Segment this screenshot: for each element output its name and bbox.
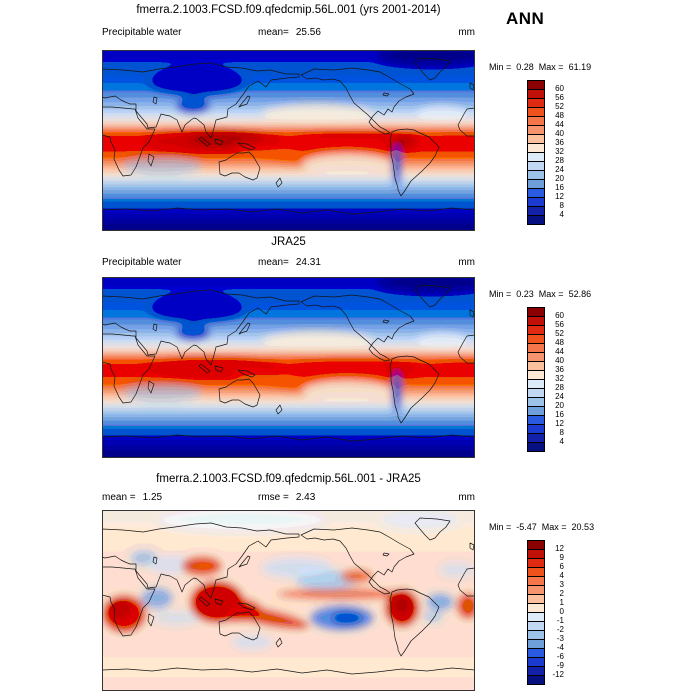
- map-frame: [102, 510, 475, 691]
- panel3-max-value: 20.53: [571, 522, 595, 532]
- map-difference: [102, 510, 475, 691]
- colorbar-tick-label: 4: [559, 571, 564, 580]
- panel3-min-value: -5.47: [516, 522, 537, 532]
- panel1-minmax: Min = 0.28 Max = 61.19: [489, 62, 592, 72]
- colorbar-tick-label: 9: [559, 553, 564, 562]
- panel1-units-label: mm: [458, 27, 475, 38]
- colorbar-tick-label: 40: [555, 129, 564, 138]
- panel3-units-label: mm: [458, 492, 475, 503]
- colorbar-tick-label: 16: [555, 410, 564, 419]
- colorbar-tick-label: 60: [555, 84, 564, 93]
- colorbar-tick-label: 36: [555, 138, 564, 147]
- colorbar-tick-label: 52: [555, 102, 564, 111]
- map-frame: [102, 277, 475, 458]
- panel2-minmax: Min = 0.23 Max = 52.86: [489, 289, 592, 299]
- colorbar-tick-label: 40: [555, 356, 564, 365]
- panel1-max-value: 61.19: [568, 62, 592, 72]
- colorbar-tick-label: 32: [555, 374, 564, 383]
- colorbar-tick-label: 48: [555, 111, 564, 120]
- colorbar-tick-label: 56: [555, 320, 564, 329]
- colorbar-tick-label: -3: [556, 634, 564, 643]
- panel2-title: JRA25: [271, 236, 306, 248]
- colorbar-tick-label: 52: [555, 329, 564, 338]
- panel2-mean: mean= 24.31: [258, 257, 321, 268]
- colorbar-tick-label: 12: [555, 192, 564, 201]
- colorbar-tick-label: 20: [555, 401, 564, 410]
- panel1-mean-value: 25.56: [295, 27, 321, 38]
- panel3-mean: mean = 1.25: [102, 492, 163, 503]
- panel2-max-value: 52.86: [568, 289, 592, 299]
- colorbar-tick-label: 20: [555, 174, 564, 183]
- colorbar-tick-label: 8: [559, 428, 564, 437]
- panel3-minmax: Min = -5.47 Max = 20.53: [489, 522, 595, 532]
- panel3-colorbar: 12 9 6 4 3 2 1 0 -1 -2 -3 -4 -6 -9 -12: [527, 540, 587, 690]
- coastlines: [102, 517, 475, 675]
- panel3-mean-value: 1.25: [142, 492, 163, 503]
- colorbar-tick-label: 2: [559, 589, 564, 598]
- colorbar-tick-label: -12: [552, 670, 564, 679]
- panel3-rmse: rmse = 2.43: [258, 492, 316, 503]
- panel2-variable-label: Precipitable water: [102, 257, 182, 268]
- map-frame: [102, 50, 475, 231]
- panel1-min-value: 0.28: [516, 62, 534, 72]
- colorbar-tick-label: 4: [559, 437, 564, 446]
- colorbar-tick-label: 8: [559, 201, 564, 210]
- colorbar-tick-label: 16: [555, 183, 564, 192]
- panel2-units-label: mm: [458, 257, 475, 268]
- colorbar-tick-label: -9: [556, 661, 564, 670]
- colorbar-tick-label: 0: [559, 607, 564, 616]
- map-jra25-field: [102, 277, 475, 458]
- colorbar-tick-label: 44: [555, 347, 564, 356]
- colorbar-tick-label: 12: [555, 544, 564, 553]
- colorbar-tick-label: 32: [555, 147, 564, 156]
- colorbar-tick-label: -4: [556, 643, 564, 652]
- colorbar-tick-label: 24: [555, 392, 564, 401]
- map-model: [102, 50, 475, 231]
- colorbar-band: [527, 215, 545, 225]
- colorbar-tick-label: 48: [555, 338, 564, 347]
- colorbar-band: [527, 675, 545, 685]
- colorbar-tick-label: 3: [559, 580, 564, 589]
- colorbar-tick-label: 4: [559, 210, 564, 219]
- panel3-title: fmerra.2.1003.FCSD.f09.qfedcmip.56L.001 …: [156, 473, 421, 485]
- colorbar-tick-label: 24: [555, 165, 564, 174]
- colorbar-tick-label: 28: [555, 156, 564, 165]
- colorbar-tick-label: 44: [555, 120, 564, 129]
- coastlines: [102, 284, 475, 442]
- panel1-mean: mean= 25.56: [258, 27, 321, 38]
- colorbar-tick-label: 12: [555, 419, 564, 428]
- panel1-title: fmerra.2.1003.FCSD.f09.qfedcmip.56L.001 …: [136, 4, 441, 16]
- colorbar-tick-label: -6: [556, 652, 564, 661]
- coastlines: [102, 57, 475, 215]
- colorbar-band: [527, 442, 545, 452]
- colorbar-tick-label: 6: [559, 562, 564, 571]
- colorbar-tick-label: -1: [556, 616, 564, 625]
- panel2-min-value: 0.23: [516, 289, 534, 299]
- map-jra25: [102, 277, 475, 458]
- map-difference-field: [102, 510, 475, 691]
- colorbar-tick-label: 28: [555, 383, 564, 392]
- season-label: ANN: [506, 9, 545, 28]
- colorbar-tick-label: 56: [555, 93, 564, 102]
- map-model-field: [102, 50, 475, 231]
- colorbar-tick-label: 1: [559, 598, 564, 607]
- colorbar-tick-label: -2: [556, 625, 564, 634]
- panel1-variable-label: Precipitable water: [102, 27, 182, 38]
- colorbar-tick-label: 60: [555, 311, 564, 320]
- colorbar-tick-label: 36: [555, 365, 564, 374]
- panel2-mean-value: 24.31: [295, 257, 321, 268]
- panel2-colorbar: 60 56 52 48 44 40 36 32 28 24 20 16 12 8 4: [527, 307, 587, 457]
- panel1-colorbar: 60 56 52 48 44 40 36 32 28 24 20 16 12 8 4: [527, 80, 587, 230]
- panel3-rmse-value: 2.43: [295, 492, 316, 503]
